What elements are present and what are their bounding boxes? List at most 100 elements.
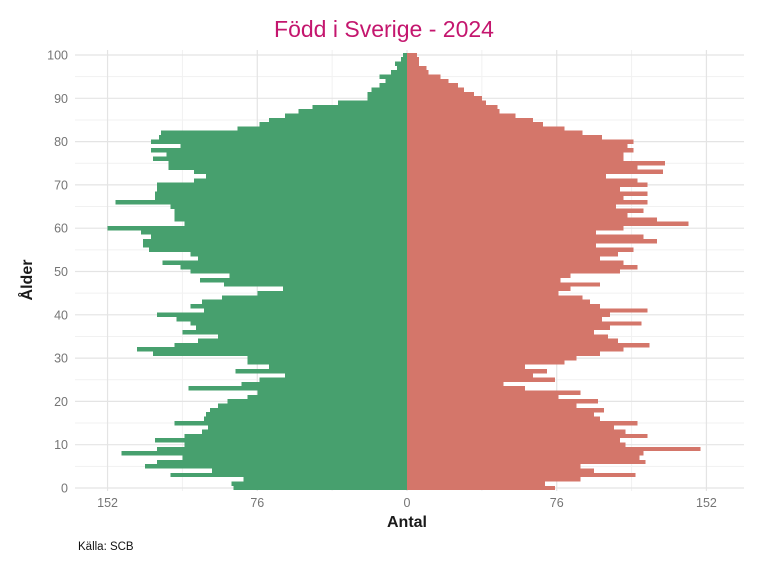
bar-right-age-96 bbox=[407, 70, 429, 75]
bar-left-age-65 bbox=[170, 204, 407, 209]
bar-left-age-79 bbox=[180, 143, 407, 149]
y-axis-tick-label: 20 bbox=[54, 395, 68, 409]
bar-right-age-42 bbox=[407, 303, 601, 309]
bar-left-age-33 bbox=[174, 342, 407, 348]
bar-right-age-10 bbox=[407, 442, 626, 447]
bar-right-age-59 bbox=[407, 230, 597, 235]
bar-right-age-68 bbox=[407, 191, 648, 196]
bar-right-age-20 bbox=[407, 399, 599, 404]
chart-title: Född i Sverige - 2024 bbox=[274, 16, 494, 42]
bar-right-age-51 bbox=[407, 264, 638, 270]
bar-left-age-85 bbox=[269, 117, 407, 123]
bar-right-age-4 bbox=[407, 468, 595, 473]
bar-right-age-41 bbox=[407, 308, 648, 313]
bar-right-age-32 bbox=[407, 347, 624, 352]
bar-left-age-0 bbox=[233, 485, 407, 491]
bar-left-age-98 bbox=[395, 61, 407, 66]
bar-left-age-31 bbox=[152, 351, 407, 356]
bar-right-age-54 bbox=[407, 251, 618, 257]
bar-left-age-12 bbox=[184, 433, 407, 439]
bar-right-age-2 bbox=[407, 477, 581, 482]
bar-left-age-26 bbox=[284, 373, 407, 378]
bar-right-age-38 bbox=[407, 321, 642, 326]
bar-left-age-55 bbox=[148, 247, 407, 253]
bar-right-age-78 bbox=[407, 148, 634, 153]
bar-left-age-10 bbox=[184, 442, 407, 447]
bar-left-age-54 bbox=[190, 251, 407, 257]
bar-left-age-93 bbox=[379, 83, 407, 88]
bar-left-age-1 bbox=[231, 481, 407, 486]
bar-right-age-31 bbox=[407, 351, 601, 356]
y-axis-tick-label: 70 bbox=[54, 178, 68, 192]
bar-right-age-70 bbox=[407, 182, 648, 188]
bar-right-age-19 bbox=[407, 403, 577, 408]
bar-right-age-53 bbox=[407, 256, 601, 261]
bar-right-age-25 bbox=[407, 377, 555, 382]
bar-left-age-4 bbox=[211, 468, 407, 473]
bar-right-age-63 bbox=[407, 213, 628, 218]
bar-left-age-57 bbox=[143, 238, 407, 244]
bar-left-age-87 bbox=[298, 109, 407, 114]
bar-right-age-52 bbox=[407, 260, 624, 266]
bar-left-age-72 bbox=[206, 174, 407, 179]
bar-right-age-83 bbox=[407, 126, 565, 131]
bar-left-age-32 bbox=[137, 347, 408, 352]
bar-right-age-71 bbox=[407, 178, 638, 183]
bar-right-age-76 bbox=[407, 156, 624, 162]
bar-left-age-47 bbox=[223, 282, 407, 287]
bar-right-age-45 bbox=[407, 290, 559, 296]
bar-left-age-100 bbox=[403, 52, 407, 58]
x-axis-title: Antal bbox=[387, 514, 427, 531]
bar-left-age-82 bbox=[160, 130, 407, 136]
bar-left-age-23 bbox=[188, 386, 407, 391]
bar-left-age-61 bbox=[184, 221, 407, 227]
bar-right-age-84 bbox=[407, 122, 543, 127]
bar-left-age-80 bbox=[150, 139, 407, 144]
bar-left-age-48 bbox=[200, 277, 407, 283]
bar-left-age-62 bbox=[174, 217, 407, 222]
bar-left-age-78 bbox=[150, 148, 407, 153]
bar-left-age-60 bbox=[107, 226, 407, 231]
bar-right-age-33 bbox=[407, 342, 650, 348]
bar-left-age-56 bbox=[143, 243, 407, 248]
bar-left-age-92 bbox=[371, 87, 407, 92]
y-axis-tick-label: 80 bbox=[54, 135, 68, 149]
bar-left-age-94 bbox=[385, 78, 407, 84]
bar-left-age-52 bbox=[162, 260, 407, 266]
bar-right-age-69 bbox=[407, 187, 620, 192]
bar-right-age-75 bbox=[407, 161, 666, 166]
bar-left-age-41 bbox=[204, 308, 407, 313]
bar-left-age-88 bbox=[312, 104, 407, 110]
bar-left-age-8 bbox=[121, 451, 407, 456]
bar-right-age-40 bbox=[407, 312, 610, 317]
bar-right-age-92 bbox=[407, 87, 465, 92]
bar-right-age-79 bbox=[407, 143, 628, 149]
x-axis-tick-label: 152 bbox=[696, 496, 717, 510]
bar-left-age-29 bbox=[247, 360, 407, 365]
bar-right-age-80 bbox=[407, 139, 634, 144]
source-caption: Källa: SCB bbox=[78, 541, 134, 553]
bar-right-age-17 bbox=[407, 412, 595, 417]
bar-right-age-28 bbox=[407, 364, 526, 369]
bar-left-age-97 bbox=[397, 65, 407, 71]
bar-right-age-29 bbox=[407, 360, 565, 365]
bar-right-age-39 bbox=[407, 316, 603, 322]
bar-right-age-6 bbox=[407, 459, 646, 465]
bar-right-age-97 bbox=[407, 65, 427, 71]
bar-right-age-46 bbox=[407, 286, 571, 292]
bar-right-age-87 bbox=[407, 109, 500, 114]
bar-left-age-20 bbox=[227, 399, 407, 404]
bar-right-age-88 bbox=[407, 104, 498, 110]
bar-left-age-17 bbox=[206, 412, 407, 417]
bar-right-age-61 bbox=[407, 221, 689, 227]
bar-right-age-66 bbox=[407, 200, 648, 205]
bar-right-age-12 bbox=[407, 433, 648, 439]
bar-left-age-74 bbox=[168, 165, 407, 170]
x-axis-tick-label: 152 bbox=[97, 496, 118, 510]
bar-right-age-44 bbox=[407, 295, 583, 300]
bar-left-age-6 bbox=[156, 459, 407, 465]
bar-left-age-42 bbox=[190, 303, 407, 309]
bar-left-age-89 bbox=[338, 100, 407, 105]
bar-right-age-24 bbox=[407, 381, 504, 387]
bar-left-age-37 bbox=[196, 325, 407, 330]
